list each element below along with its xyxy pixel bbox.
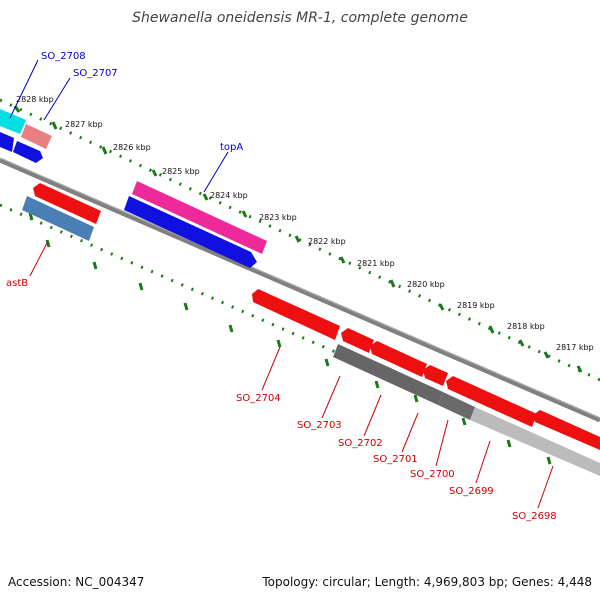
scale-label-2822: 2822 kbp xyxy=(308,237,346,246)
scale-label-2823: 2823 kbp xyxy=(259,213,297,222)
genome-backbone-highlight xyxy=(0,157,600,419)
genome-summary-text: Topology: circular; Length: 4,969,803 bp… xyxy=(261,575,592,589)
gene-so-2701-red[interactable] xyxy=(423,365,448,386)
gene-so-2708[interactable] xyxy=(0,109,26,134)
gene-topA[interactable] xyxy=(132,181,267,254)
gene-so-2704[interactable] xyxy=(252,289,340,340)
map-title: Shewanella oneidensis MR-1, complete gen… xyxy=(132,10,468,26)
gene-so-2702-red[interactable] xyxy=(370,341,427,377)
outer-major-ticks xyxy=(13,105,583,373)
gene-labels: SO_2708 SO_2707 topA astB SO_2704 SO_270… xyxy=(6,51,557,522)
gene-astB[interactable] xyxy=(22,196,94,241)
gene-blue-3[interactable] xyxy=(124,196,257,268)
gene-label-so-2699[interactable]: SO_2699 xyxy=(449,486,494,497)
scale-label-2820: 2820 kbp xyxy=(407,280,445,289)
gene-label-so-2700[interactable]: SO_2700 xyxy=(410,469,455,480)
scale-label-2818: 2818 kbp xyxy=(507,322,545,331)
forward-label-leaders xyxy=(9,59,229,193)
outer-scale-track xyxy=(0,98,600,382)
gene-so-2699-red[interactable] xyxy=(533,410,600,450)
gene-blue-1[interactable] xyxy=(0,132,14,152)
gene-red-left[interactable] xyxy=(33,183,101,224)
reverse-label-leaders xyxy=(29,240,554,509)
gene-so-2703-grey[interactable] xyxy=(333,344,443,405)
gene-label-so-2708[interactable]: SO_2708 xyxy=(41,51,86,62)
gene-so-2707[interactable] xyxy=(21,124,52,149)
gene-label-so-2698[interactable]: SO_2698 xyxy=(512,511,557,522)
genome-backbone xyxy=(0,157,600,423)
gene-so-2703-red[interactable] xyxy=(341,328,374,353)
gene-label-astB[interactable]: astB xyxy=(6,278,28,289)
scale-label-2821: 2821 kbp xyxy=(357,259,395,268)
gene-label-so-2702[interactable]: SO_2702 xyxy=(338,438,383,449)
scale-label-2825: 2825 kbp xyxy=(162,167,200,176)
scale-label-2819: 2819 kbp xyxy=(457,301,495,310)
gene-so-2698-grey[interactable] xyxy=(470,407,600,476)
gene-label-so-2704[interactable]: SO_2704 xyxy=(236,393,281,404)
scale-labels: 2828 kbp 2827 kbp 2826 kbp 2825 kbp 2824… xyxy=(16,95,594,352)
scale-label-2826: 2826 kbp xyxy=(113,143,151,152)
gene-blue-2[interactable] xyxy=(13,141,43,163)
scale-label-2817: 2817 kbp xyxy=(556,343,594,352)
gene-label-so-2703[interactable]: SO_2703 xyxy=(297,420,342,431)
gene-so-2700-grey[interactable] xyxy=(438,392,475,420)
inner-major-ticks xyxy=(28,212,552,465)
accession-text: Accession: NC_004347 xyxy=(8,575,144,589)
scale-label-2827: 2827 kbp xyxy=(65,120,103,129)
scale-label-2824: 2824 kbp xyxy=(210,191,248,200)
gene-so-2700-red[interactable] xyxy=(446,376,537,427)
scale-label-2828: 2828 kbp xyxy=(16,95,54,104)
gene-label-so-2701[interactable]: SO_2701 xyxy=(373,454,418,465)
gene-label-so-2707[interactable]: SO_2707 xyxy=(73,68,118,79)
gene-label-topA[interactable]: topA xyxy=(220,142,243,153)
